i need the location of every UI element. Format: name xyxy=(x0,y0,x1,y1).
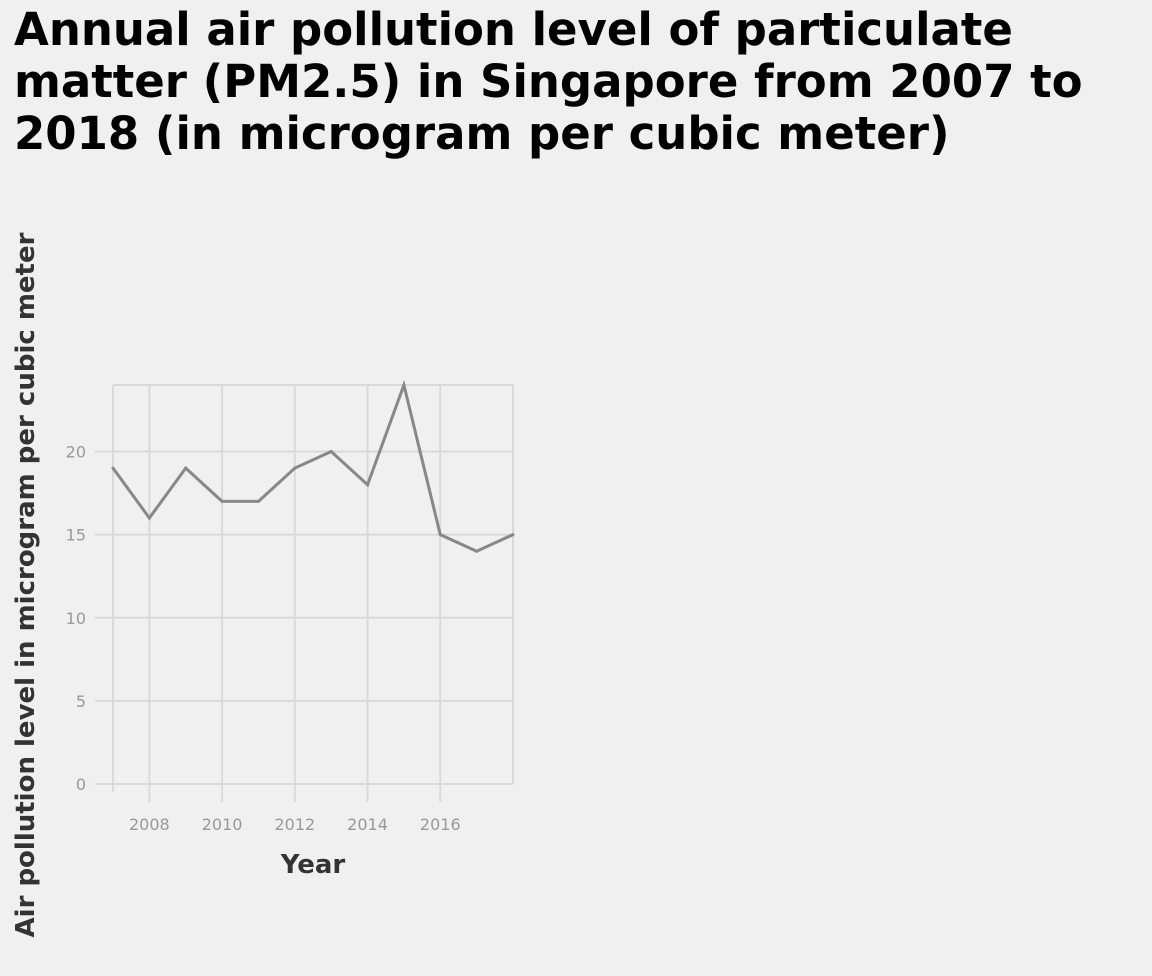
data-series xyxy=(111,379,515,553)
gridlines xyxy=(95,384,514,802)
y-tick-label-5: 5 xyxy=(76,692,86,711)
y-tick-label-0: 0 xyxy=(76,775,86,794)
x-tick-label-2016: 2016 xyxy=(420,815,461,834)
x-axis-label: Year xyxy=(280,850,346,880)
y-tick-label-20: 20 xyxy=(66,443,86,462)
data-point-2015 xyxy=(402,383,406,387)
data-point-2010 xyxy=(220,499,224,503)
chart-title: Annual air pollution level of particulat… xyxy=(14,3,1083,160)
y-tick-label-15: 15 xyxy=(66,526,86,545)
y-axis-label: Air pollution level in microgram per cub… xyxy=(11,232,41,938)
x-tick-label-2014: 2014 xyxy=(347,815,388,834)
tick-labels: 0 5 10 15 20 2008 2010 2012 2014 2016 xyxy=(66,443,461,835)
data-point-2014 xyxy=(366,483,370,487)
y-tick-label-10: 10 xyxy=(66,609,86,628)
data-point-2017 xyxy=(475,549,479,553)
data-point-2011 xyxy=(256,499,260,503)
data-point-2013 xyxy=(329,450,333,453)
series-line-0 xyxy=(111,379,514,553)
data-point-2009 xyxy=(184,466,188,470)
data-point-2007 xyxy=(111,466,115,470)
data-point-2016 xyxy=(438,533,442,537)
data-point-2018 xyxy=(511,533,515,537)
x-tick-label-2010: 2010 xyxy=(202,815,243,834)
x-tick-label-2008: 2008 xyxy=(129,815,170,834)
data-point-2012 xyxy=(293,466,297,470)
data-point-2008 xyxy=(147,516,151,520)
x-tick-label-2012: 2012 xyxy=(274,815,315,834)
